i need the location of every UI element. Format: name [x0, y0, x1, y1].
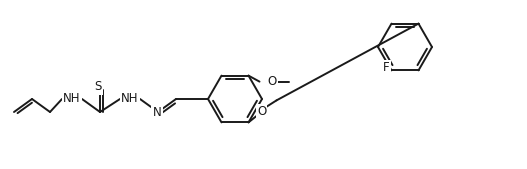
Text: F: F — [383, 61, 390, 74]
Text: O: O — [268, 75, 277, 88]
Text: O: O — [257, 105, 266, 118]
Text: N: N — [153, 105, 161, 118]
Text: NH: NH — [63, 92, 81, 105]
Text: S: S — [94, 80, 102, 93]
Text: NH: NH — [121, 92, 139, 105]
